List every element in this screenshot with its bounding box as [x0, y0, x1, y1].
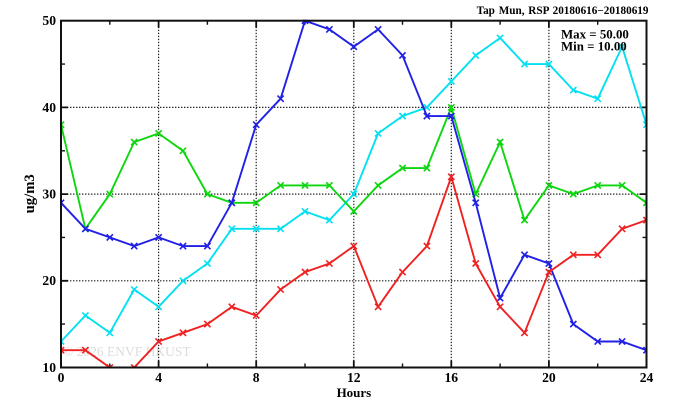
svg-text:16: 16: [445, 370, 459, 385]
svg-text:Hours: Hours: [337, 385, 372, 400]
svg-text:20: 20: [542, 370, 556, 385]
svg-text:Max = 50.00: Max = 50.00: [561, 28, 629, 42]
svg-text:40: 40: [42, 100, 56, 115]
svg-text:10: 10: [42, 360, 56, 375]
svg-text:0: 0: [58, 370, 65, 385]
svg-text:8: 8: [253, 370, 260, 385]
svg-text:Tap Mun, RSP 20180616−20180619: Tap Mun, RSP 20180616−20180619: [477, 5, 649, 17]
svg-text:24: 24: [640, 370, 654, 385]
svg-text:ug/m3: ug/m3: [22, 174, 38, 213]
svg-text:4: 4: [155, 370, 162, 385]
svg-text:Min = 10.00: Min = 10.00: [561, 40, 627, 54]
svg-text:20: 20: [42, 273, 56, 288]
svg-text:12: 12: [347, 370, 361, 385]
svg-text:© 2026 ENVF HKUST: © 2026 ENVF HKUST: [63, 344, 191, 359]
svg-text:30: 30: [42, 187, 56, 202]
svg-text:50: 50: [42, 13, 56, 28]
